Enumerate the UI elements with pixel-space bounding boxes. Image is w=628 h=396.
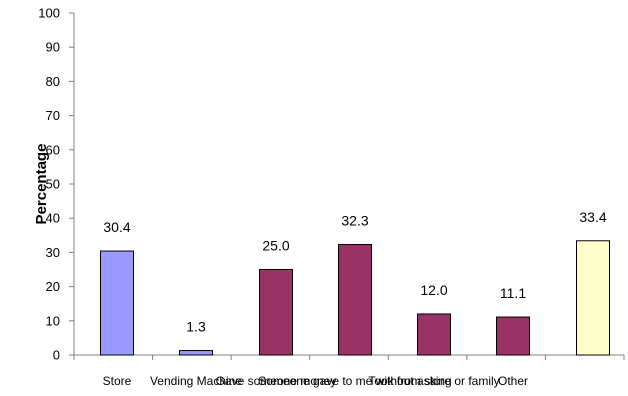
y-tick-label: 60 <box>46 142 60 157</box>
y-tick-label: 90 <box>46 40 60 55</box>
y-axis-ticks: 0 10 20 30 40 50 60 70 80 90 100 <box>38 6 625 363</box>
x-category-label: Vending Machine <box>150 374 242 388</box>
bar-value-label: 33.4 <box>579 209 606 225</box>
y-tick-label: 80 <box>46 74 60 89</box>
y-tick-label: 20 <box>46 279 60 294</box>
bar <box>338 244 372 356</box>
bar <box>417 313 451 356</box>
x-category-label: Took from store or family <box>368 374 499 388</box>
y-tick-label: 10 <box>46 313 60 328</box>
y-tick-label: 30 <box>46 245 60 260</box>
y-tick-label: 40 <box>46 211 60 226</box>
bar-value-label: 32.3 <box>341 213 368 229</box>
bar <box>496 316 530 356</box>
y-tick-label: 0 <box>53 348 60 363</box>
x-category-label: Gave someone money <box>216 374 337 388</box>
bar <box>259 269 293 356</box>
bar <box>179 350 213 356</box>
x-category-label: Other <box>498 374 528 388</box>
y-tick-label: 100 <box>38 6 60 21</box>
bars <box>100 240 610 356</box>
y-tick-label: 70 <box>46 108 60 123</box>
bar-value-label: 11.1 <box>500 285 526 301</box>
bar <box>100 250 134 356</box>
bar-value-label: 12.0 <box>420 282 447 298</box>
bar-value-label: 25.0 <box>262 238 289 254</box>
y-axis-title: Percentage <box>33 144 50 225</box>
data-labels: 30.4 1.3 25.0 32.3 12.0 11.1 33.4 <box>103 209 606 335</box>
bar-value-label: 1.3 <box>186 319 206 335</box>
x-category-label: Store <box>103 374 132 388</box>
x-category-label: Someone gave to me without asking <box>258 374 451 388</box>
y-tick-label: 50 <box>46 177 60 192</box>
bar-value-label: 30.4 <box>103 219 130 235</box>
bar <box>576 240 610 356</box>
